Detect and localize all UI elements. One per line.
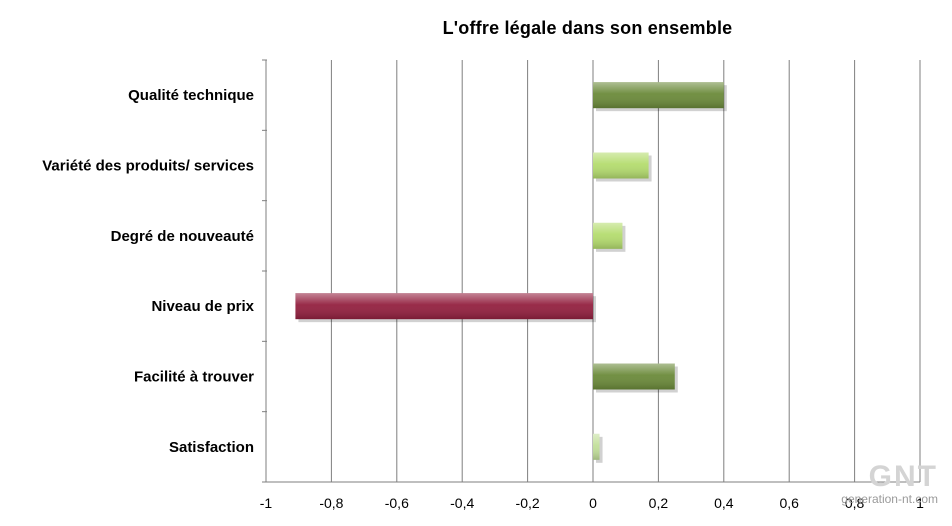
category-label: Qualité technique <box>128 87 254 104</box>
bar <box>593 433 603 463</box>
x-tick-label: -0,8 <box>319 495 343 511</box>
bar-gloss <box>593 222 623 249</box>
bar <box>295 293 596 323</box>
category-label: Facilité à trouver <box>134 369 254 386</box>
x-tick-label: 0,6 <box>779 495 799 511</box>
x-tick-label: -0,2 <box>516 495 540 511</box>
category-label: Variété des produits/ services <box>42 158 254 175</box>
x-tick-label: -0,4 <box>450 495 474 511</box>
x-tick-label: 0,2 <box>649 495 669 511</box>
bar <box>593 222 626 252</box>
category-label: Degré de nouveauté <box>111 228 254 245</box>
x-tick-label: 0,4 <box>714 495 734 511</box>
x-tick-label: 0,8 <box>845 495 865 511</box>
bar <box>593 363 678 393</box>
chart-title: L'offre légale dans son ensemble <box>442 18 733 38</box>
watermark: GNT generation-nt.com <box>841 460 938 507</box>
bar-gloss <box>295 293 593 320</box>
watermark-logo: GNT <box>868 460 938 493</box>
watermark-site: generation-nt.com <box>841 492 938 506</box>
x-tick-label: 1 <box>916 495 924 511</box>
bar <box>593 152 652 182</box>
bar-gloss <box>593 363 675 390</box>
x-tick-label: 0 <box>589 495 597 511</box>
bar-gloss <box>593 82 724 109</box>
category-label: Satisfaction <box>169 439 254 456</box>
bar-gloss <box>593 433 600 460</box>
x-tick-label: -1 <box>260 495 273 511</box>
category-label: Niveau de prix <box>151 298 254 315</box>
x-tick-label: -0,6 <box>385 495 409 511</box>
bar <box>593 82 727 112</box>
bar-gloss <box>593 152 649 179</box>
